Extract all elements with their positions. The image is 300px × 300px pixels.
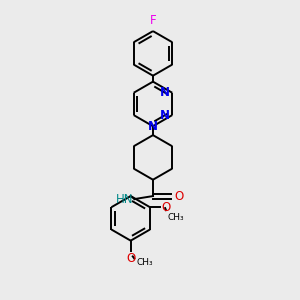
Text: O: O bbox=[174, 190, 184, 202]
Text: O: O bbox=[126, 252, 135, 265]
Text: N: N bbox=[160, 86, 170, 99]
Text: O: O bbox=[161, 201, 170, 214]
Text: CH₃: CH₃ bbox=[168, 213, 184, 222]
Text: CH₃: CH₃ bbox=[136, 259, 153, 268]
Text: HN: HN bbox=[116, 193, 133, 206]
Text: N: N bbox=[160, 109, 170, 122]
Text: F: F bbox=[150, 14, 156, 27]
Text: N: N bbox=[148, 120, 158, 133]
